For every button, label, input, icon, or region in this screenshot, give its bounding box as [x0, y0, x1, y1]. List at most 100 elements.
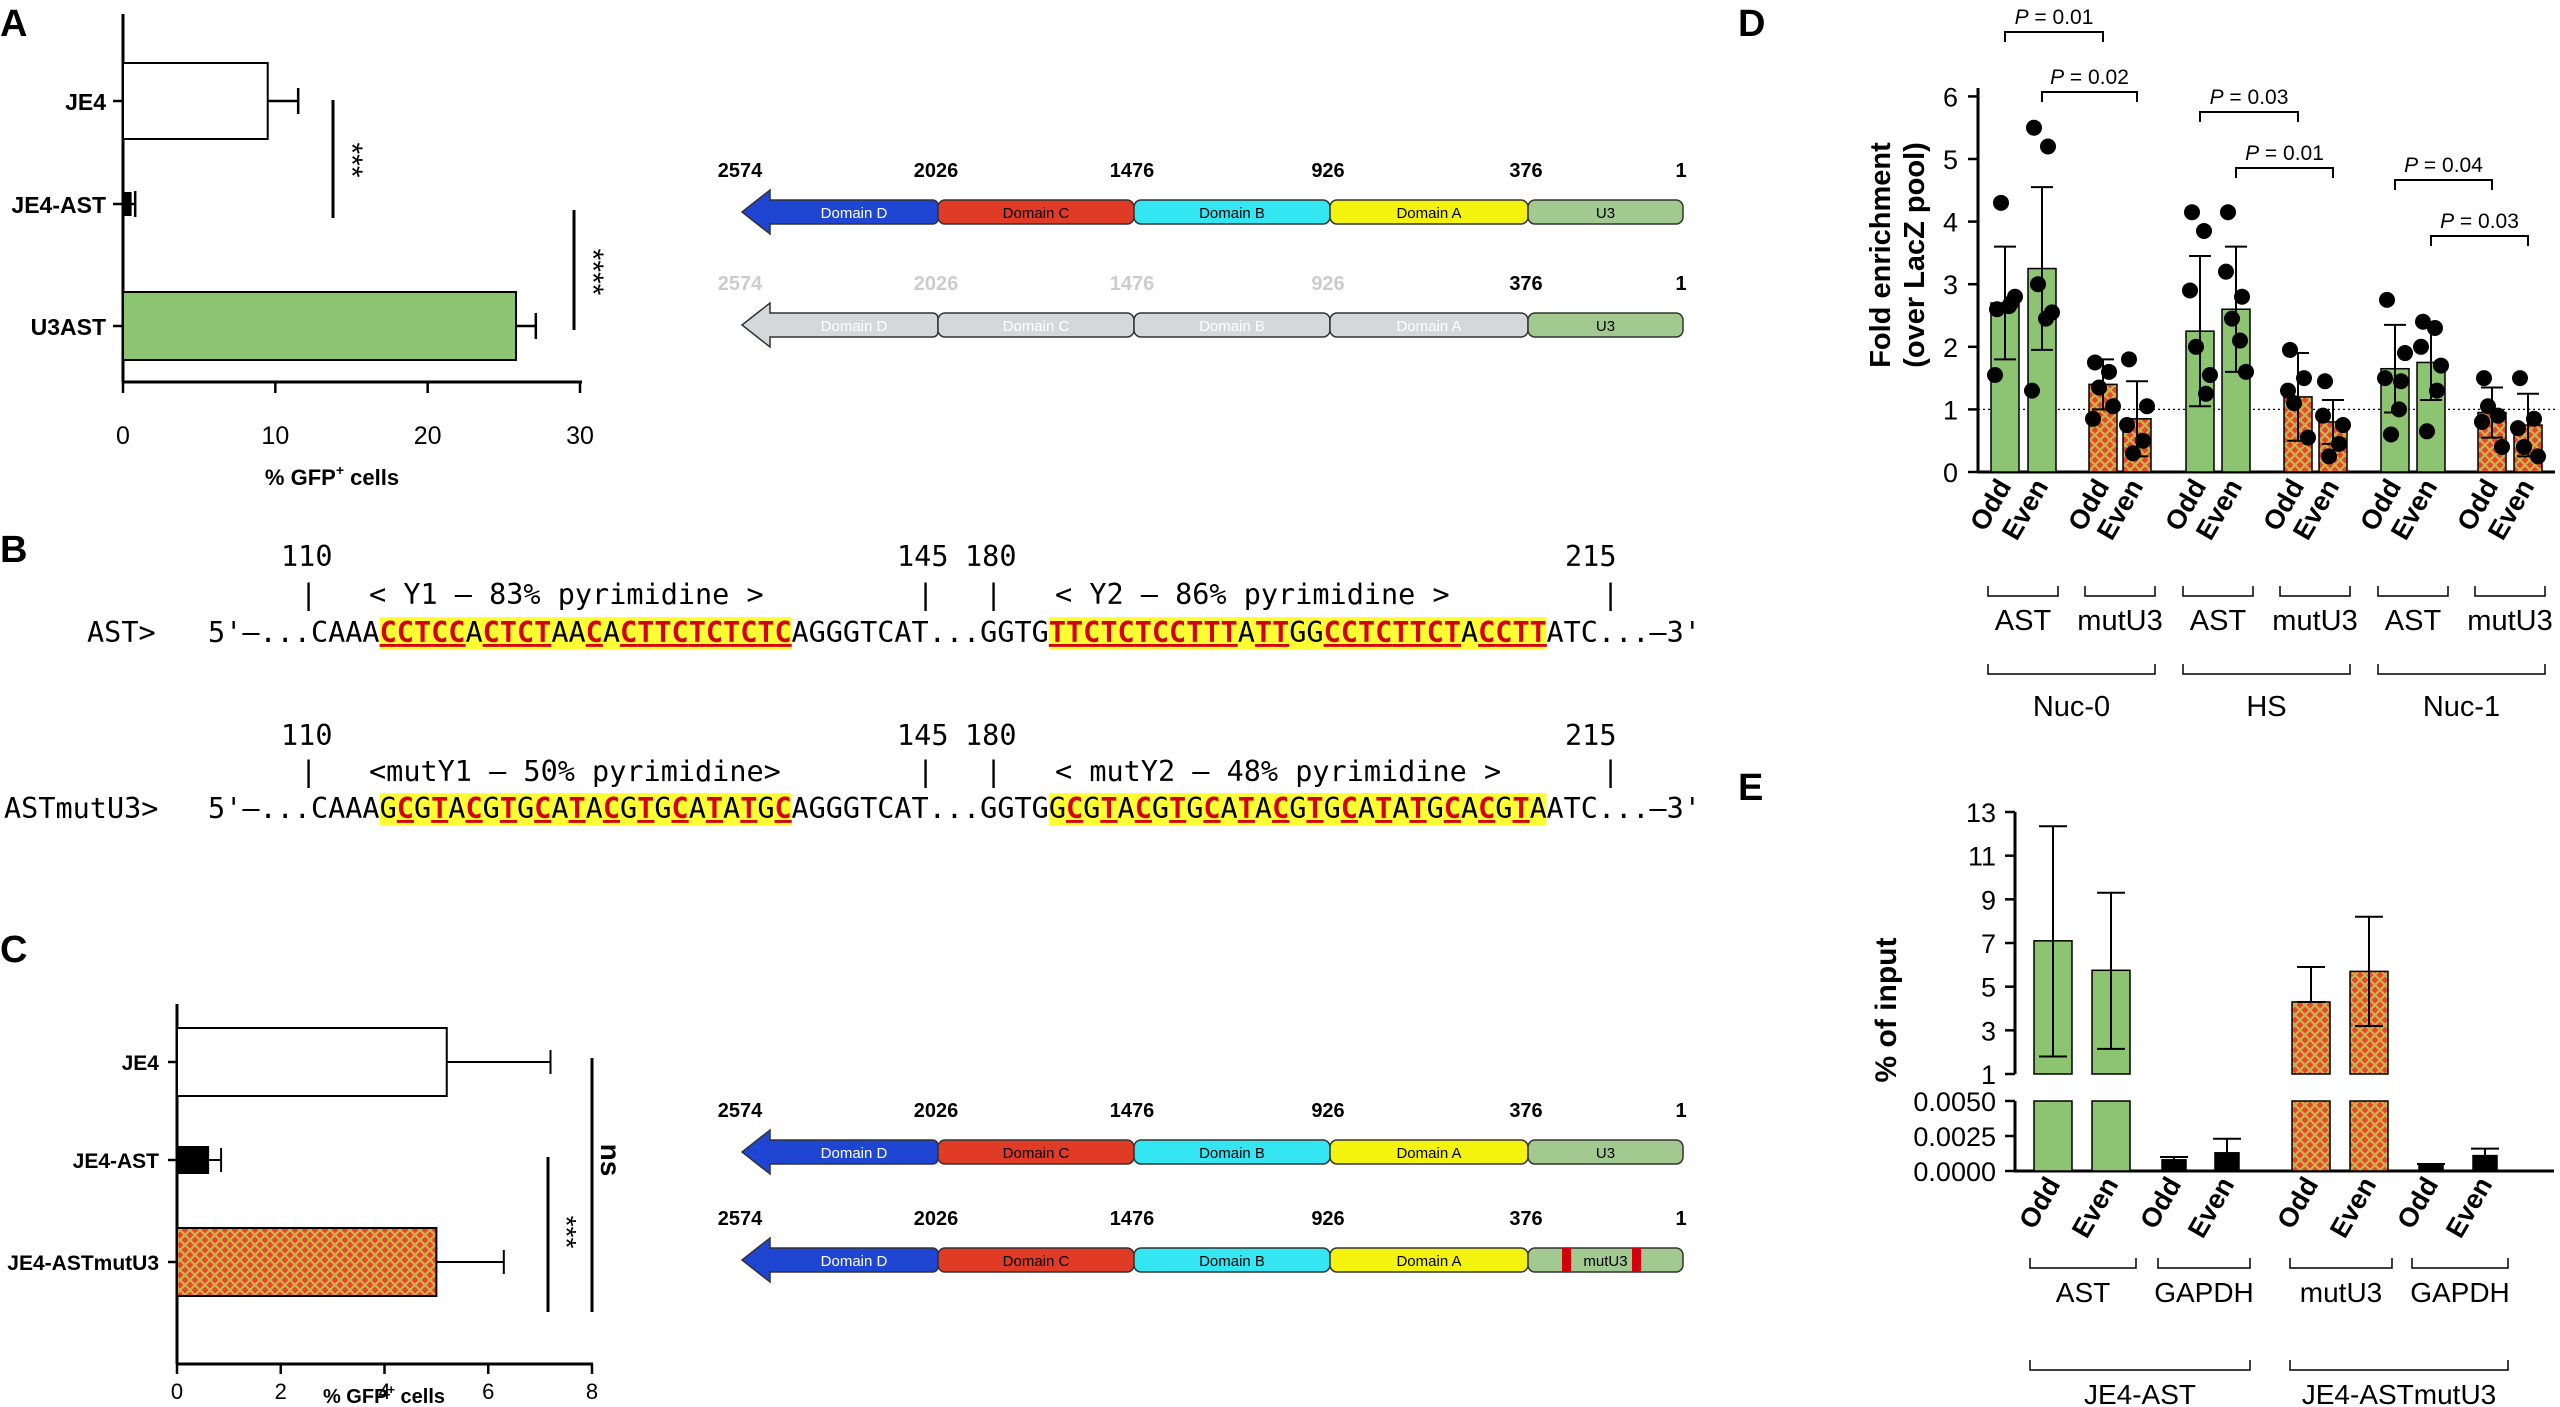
a-xtick-label: 0	[116, 422, 130, 450]
d-point	[2184, 204, 2200, 221]
d-point	[2331, 435, 2347, 452]
d-point	[2001, 298, 2017, 315]
b1-seq-label: AST>	[87, 616, 156, 649]
d-group-label: AST	[1995, 605, 2052, 637]
a-bar-je4-ast	[122, 192, 132, 216]
construct-position: 1	[1675, 273, 1686, 295]
construct-domain-label: Domain D	[821, 1145, 888, 1162]
construct-position: 1476	[1110, 160, 1155, 182]
b2-pos-215: 215	[1565, 719, 1616, 752]
construct-position: 2574	[718, 273, 763, 295]
sequence-motif: CCTCCACTCTAACACTTCTCTCTC	[380, 616, 792, 649]
d-pvalue-bracket	[2430, 235, 2529, 246]
a-xtick-label: 30	[566, 422, 594, 450]
construct-domain-label: Domain A	[1396, 1253, 1461, 1270]
b1-y1-label: < Y1 – 83% pyrimidine >	[369, 578, 764, 611]
d-point	[2282, 341, 2298, 358]
a-x-axis-label: % GFP+ cells	[265, 462, 399, 490]
d-point	[2383, 426, 2399, 443]
e-xtick-label: Odd	[2391, 1172, 2444, 1234]
construct-domain-4	[1527, 199, 1684, 225]
d-region-label: Nuc-0	[2033, 691, 2110, 723]
e-ytick-label: 1	[1981, 1060, 1996, 1090]
e-ytick-label: 0.0025	[1913, 1122, 1996, 1152]
d-point	[1993, 194, 2009, 211]
d-pvalue-bracket	[2235, 167, 2334, 178]
d-point	[2198, 385, 2214, 402]
d-pvalue-bracket	[2199, 111, 2299, 122]
d-point	[2105, 398, 2121, 415]
construct-position: 2574	[718, 1208, 763, 1230]
e-bar-upper	[2291, 1001, 2331, 1075]
panel-d-chart: Fold enrichment(over LacZ pool) 0123456 …	[1865, 6, 2555, 723]
mut-site-right	[1632, 1248, 1641, 1272]
construct-domain-label: Domain C	[1003, 1145, 1070, 1162]
a-xtick-label: 10	[261, 422, 289, 450]
d-point	[2101, 363, 2117, 380]
e-xtick-label: Even	[2066, 1172, 2124, 1243]
d-point	[2182, 282, 2198, 299]
construct-domain-label: mutU3	[1583, 1253, 1627, 1270]
b1-tick-215: |	[1602, 578, 1619, 611]
construct-position: 2026	[914, 273, 959, 295]
e-construct-label: JE4-ASTmutU3	[2302, 1379, 2497, 1407]
d-pvalue-bracket	[2394, 179, 2493, 190]
d-pvalue: P = 0.03	[2210, 86, 2289, 109]
construct-position: 2026	[914, 1208, 959, 1230]
sequence-text: 5'–...CAAA	[208, 792, 380, 825]
a-bar-je4	[122, 62, 269, 140]
e-xtick-label: Even	[2324, 1172, 2382, 1243]
construct-domain-label: Domain A	[1396, 318, 1461, 335]
motif-highlight-2	[1048, 617, 1547, 650]
b2-tick-180: |	[985, 755, 1002, 788]
d-point	[2119, 417, 2135, 434]
c-xtick-label: 6	[482, 1379, 494, 1404]
d-point	[2232, 332, 2248, 349]
d-point	[2196, 222, 2212, 239]
construct-position: 926	[1311, 1100, 1344, 1122]
d-group-bracket	[1987, 586, 2059, 597]
d-point	[2510, 420, 2526, 437]
construct-domain-label: Domain B	[1199, 205, 1265, 222]
d-point	[2085, 410, 2101, 427]
construct-domain-4	[1527, 312, 1684, 338]
b1-pos-215: 215	[1565, 540, 1616, 573]
construct-position: 1	[1675, 1100, 1686, 1122]
d-point	[2335, 417, 2351, 434]
d-ytick-label: 3	[1943, 270, 1958, 300]
d-point	[2024, 382, 2040, 399]
d-point	[2125, 445, 2141, 462]
construct-position: 926	[1311, 1208, 1344, 1230]
d-point	[2397, 345, 2413, 362]
construct-domain-label: Domain D	[821, 205, 888, 222]
d-region-label: HS	[2246, 691, 2286, 723]
e-ytick-label: 5	[1981, 973, 1996, 1003]
a-sig-bottom: ****	[576, 249, 609, 296]
e-construct-label: JE4-AST	[2084, 1379, 2196, 1407]
d-point	[2087, 354, 2103, 371]
construct-domain-label: Domain C	[1003, 318, 1070, 335]
b2-tick-215: |	[1602, 755, 1619, 788]
b2-tick-145: |	[917, 755, 934, 788]
d-point	[2427, 320, 2443, 337]
construct-position: 376	[1509, 273, 1542, 295]
d-point	[2516, 438, 2532, 455]
c-sig-inner: ***	[551, 1216, 582, 1249]
construct-position: 376	[1509, 1100, 1542, 1122]
d-region-bracket	[1987, 664, 2156, 675]
c-xtick-label: 2	[275, 1379, 287, 1404]
mut-site-left	[1562, 1248, 1571, 1272]
e-bar-lower	[2091, 1100, 2131, 1172]
c-category-label: JE4-AST	[73, 1150, 160, 1173]
d-group-label: mutU3	[2467, 605, 2552, 637]
construct-domain-label: Domain C	[1003, 205, 1070, 222]
d-ytick-label: 6	[1943, 82, 1958, 112]
e-ytick-label: 11	[1968, 842, 1996, 872]
d-pvalue-bracket	[2041, 91, 2138, 102]
construct-domain-label: U3	[1596, 318, 1615, 335]
d-point	[2026, 119, 2042, 136]
d-point	[2286, 395, 2302, 412]
d-y-axis-label: Fold enrichment(over LacZ pool)	[1865, 142, 1931, 368]
e-y-axis-label: % of input	[1870, 938, 1903, 1083]
